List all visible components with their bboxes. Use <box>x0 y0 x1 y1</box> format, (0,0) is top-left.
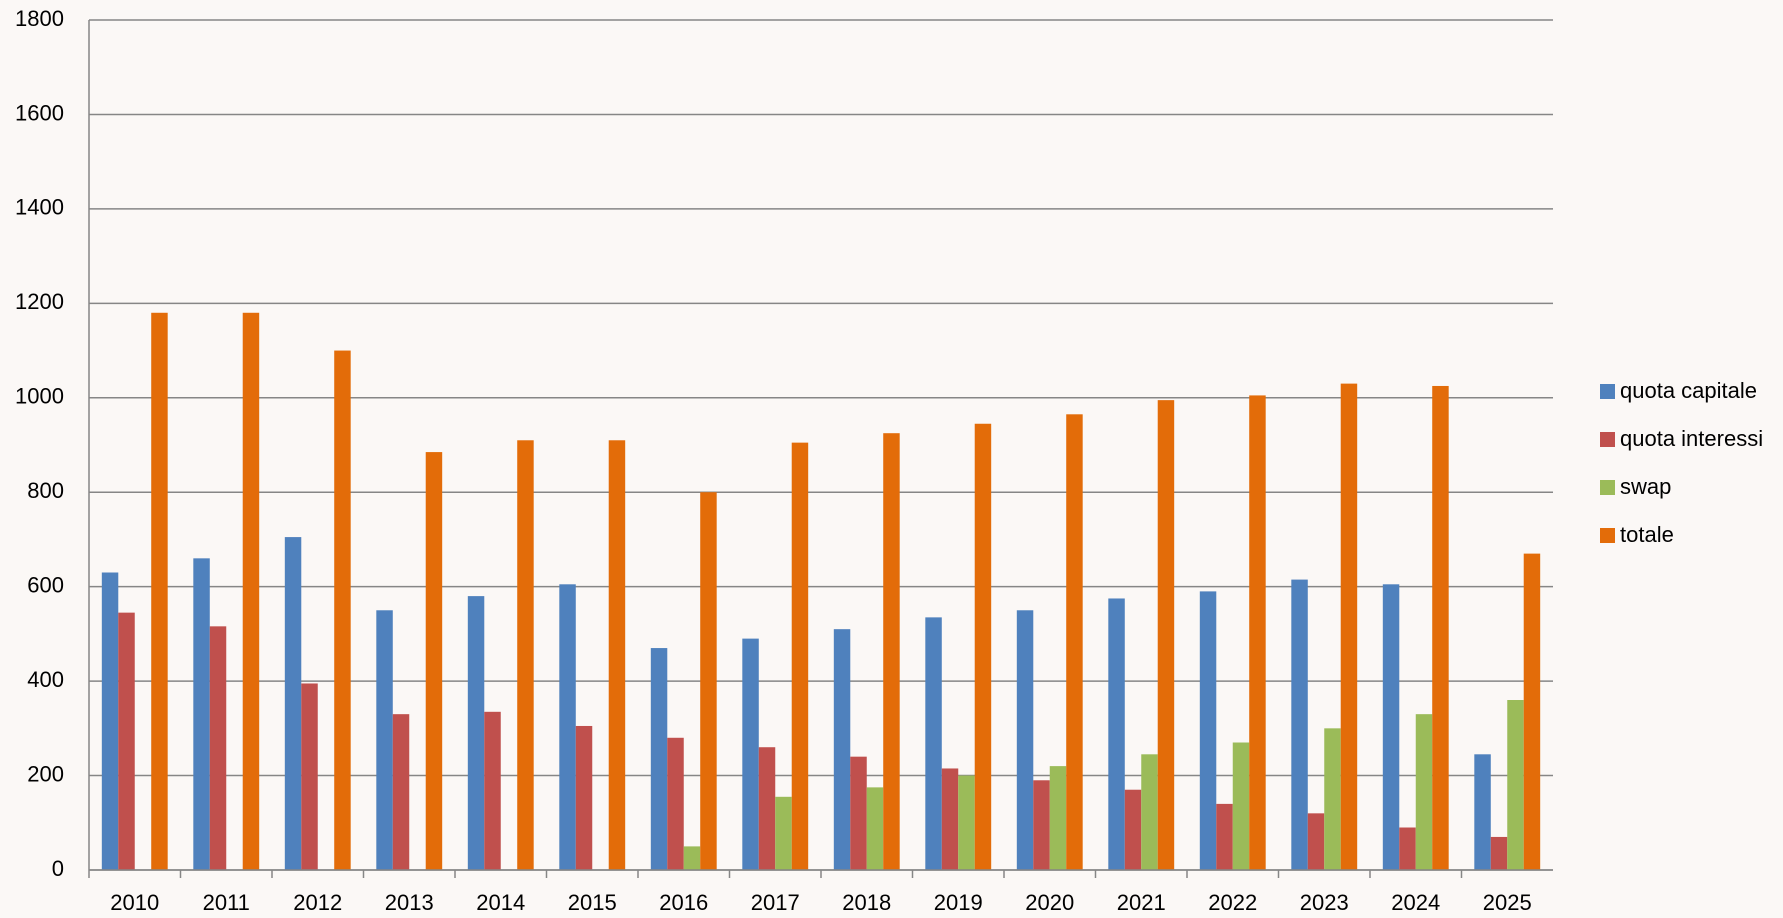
bar <box>1049 766 1067 870</box>
bar <box>1432 385 1449 870</box>
x-tick-label: 2024 <box>1391 890 1440 915</box>
x-tick-label: 2021 <box>1117 890 1166 915</box>
bar <box>608 440 626 870</box>
x-tick-label: 2025 <box>1483 890 1532 915</box>
bar <box>974 423 992 870</box>
bar <box>1490 836 1508 870</box>
y-tick-label: 0 <box>52 856 64 881</box>
bar <box>101 572 119 870</box>
legend-swatch <box>1600 528 1615 543</box>
bar <box>1016 610 1034 870</box>
bar <box>1124 789 1142 870</box>
bar <box>650 648 668 870</box>
x-tick-label: 2019 <box>934 890 983 915</box>
legend-label: quota capitale <box>1620 378 1757 403</box>
x-tick-label: 2023 <box>1300 890 1349 915</box>
y-tick-label: 1400 <box>15 195 64 220</box>
bar <box>559 584 576 870</box>
bar <box>1474 754 1491 870</box>
x-tick-label: 2013 <box>385 890 434 915</box>
bar <box>392 714 410 870</box>
bar <box>118 612 135 870</box>
bar <box>1291 579 1308 870</box>
x-tick-label: 2014 <box>476 890 525 915</box>
bar <box>1249 395 1266 870</box>
legend-label: swap <box>1620 474 1671 499</box>
bar <box>425 452 443 870</box>
y-tick-label: 400 <box>27 667 64 692</box>
x-tick-label: 2020 <box>1025 890 1074 915</box>
bar <box>242 312 260 870</box>
y-tick-label: 1800 <box>15 6 64 31</box>
bar <box>193 558 210 870</box>
bar <box>1382 584 1400 870</box>
bar <box>1507 700 1524 870</box>
legend-swatch <box>1600 384 1615 399</box>
bar <box>1108 598 1125 870</box>
bar <box>850 756 867 870</box>
legend-label: quota interessi <box>1620 426 1763 451</box>
bar <box>1216 803 1233 870</box>
legend-swatch <box>1600 480 1615 495</box>
y-tick-label: 1200 <box>15 289 64 314</box>
bar <box>1415 714 1433 870</box>
y-tick-label: 600 <box>27 572 64 597</box>
legend-swatch <box>1600 432 1615 447</box>
x-tick-label: 2012 <box>293 890 342 915</box>
bar <box>667 737 684 870</box>
bar <box>1232 742 1250 870</box>
x-tick-label: 2010 <box>110 890 159 915</box>
bar <box>1340 383 1358 870</box>
bar <box>1141 754 1158 870</box>
bar <box>1399 827 1416 870</box>
bar <box>209 626 227 870</box>
bar <box>758 747 776 870</box>
bar <box>791 442 809 870</box>
bar <box>467 596 485 870</box>
y-tick-label: 1000 <box>15 384 64 409</box>
bar <box>683 846 701 870</box>
bar <box>1066 414 1083 870</box>
x-tick-label: 2015 <box>568 890 617 915</box>
bar <box>1199 591 1217 870</box>
x-tick-label: 2011 <box>203 890 250 915</box>
bar <box>301 683 318 870</box>
bar <box>1324 728 1341 870</box>
x-tick-label: 2018 <box>842 890 891 915</box>
bar <box>742 638 759 870</box>
bar <box>700 492 717 870</box>
bar <box>484 711 501 870</box>
y-tick-label: 1600 <box>15 100 64 125</box>
x-tick-label: 2016 <box>659 890 708 915</box>
bar <box>883 433 900 870</box>
bar <box>925 617 942 870</box>
bar <box>1033 780 1050 870</box>
x-tick-label: 2022 <box>1208 890 1257 915</box>
bar <box>958 775 975 870</box>
bar <box>334 350 351 870</box>
bar <box>941 768 959 870</box>
bar <box>833 629 851 870</box>
bar <box>1523 553 1541 870</box>
bar <box>517 440 534 870</box>
y-tick-label: 200 <box>27 761 64 786</box>
y-tick-label: 800 <box>27 478 64 503</box>
bar <box>151 312 168 870</box>
bar <box>775 796 792 870</box>
bar <box>575 725 593 870</box>
bar <box>1307 813 1325 870</box>
bar <box>284 537 302 870</box>
x-tick-label: 2017 <box>751 890 800 915</box>
bar <box>376 610 393 870</box>
bar <box>1157 400 1175 870</box>
legend-label: totale <box>1620 522 1674 547</box>
bar <box>866 787 884 870</box>
